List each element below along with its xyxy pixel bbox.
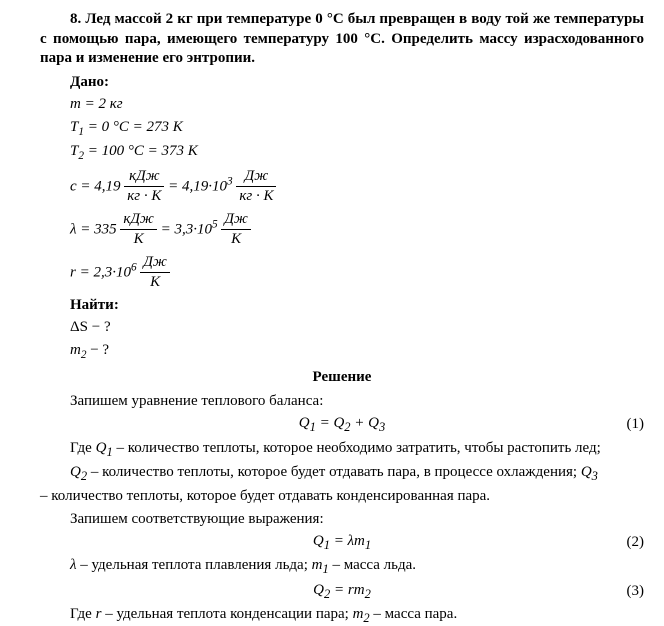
solution-p7: Где r – удельная теплота конденсации пар… — [40, 605, 644, 626]
p2-Q1: Q — [96, 440, 107, 456]
solution-p3: Q2 – количество теплоты, которое будет о… — [40, 463, 644, 484]
equation-1: Q1 = Q2 + Q3 — [299, 414, 386, 435]
r-frac: ДжК — [140, 253, 170, 293]
lambda-exp: 5 — [212, 218, 218, 230]
p6b: – удельная теплота плавления льда; — [77, 557, 312, 573]
lambda-frac2: ДжК — [221, 210, 251, 250]
eq2-Q1: Q — [313, 533, 324, 549]
lambda-frac1-num: кДж — [120, 210, 157, 231]
p2a: Где — [70, 440, 96, 456]
find-m2: m2 − ? — [70, 341, 644, 363]
p2b: – количество теплоты, которое необходимо… — [113, 440, 601, 456]
c-frac1-num: кДж — [124, 167, 164, 188]
given-mass: m = 2 кг — [70, 95, 644, 115]
p6c: – масса льда. — [329, 557, 416, 573]
p3-Q3sub: 3 — [592, 469, 598, 483]
solution-p4: – количество теплоты, которое будет отда… — [40, 487, 644, 507]
c-frac2-den: кг · К — [236, 187, 276, 207]
find-dS: ΔS − ? — [70, 318, 644, 338]
eq1-Q1: Q — [299, 415, 310, 431]
p7a: Где — [70, 606, 96, 622]
solution-heading: Решение — [40, 368, 644, 388]
c-lhs: c = 4,19 — [70, 178, 124, 194]
eq2-mid: = λm — [330, 533, 365, 549]
given-label: Дано: — [40, 73, 644, 93]
p7b: – удельная теплота конденсации пара; — [101, 606, 352, 622]
r-frac-den: К — [140, 273, 170, 293]
lambda-frac1-den: К — [120, 230, 157, 250]
p3-Q2: Q — [70, 464, 81, 480]
T2-rhs: = 100 °C = 373 К — [84, 143, 198, 159]
equation-2: Q1 = λm1 — [313, 532, 371, 553]
given-lambda: λ = 335 кДжК = 3,3·105 ДжК — [70, 210, 644, 250]
equation-1-number: (1) — [627, 415, 645, 435]
p6-m1: m — [312, 557, 323, 573]
given-c: c = 4,19 кДжкг · К = 4,19·103 Джкг · К — [70, 167, 644, 207]
equation-2-row: Q1 = λm1 (2) — [40, 532, 644, 553]
eq1-mid2: + Q — [351, 415, 379, 431]
c-frac1: кДжкг · К — [124, 167, 164, 207]
equation-3-number: (3) — [627, 582, 645, 602]
lambda-frac2-den: К — [221, 230, 251, 250]
r-lhs: r = 2,3·10 — [70, 264, 131, 280]
solution-p1: Запишем уравнение теплового баланса: — [40, 392, 644, 412]
p7-m2: m — [353, 606, 364, 622]
eq3-sub2: 2 — [365, 587, 371, 601]
eq1-sub3: 3 — [379, 420, 385, 434]
find-label: Найти: — [40, 296, 644, 316]
equation-2-number: (2) — [627, 533, 645, 553]
equation-3-row: Q2 = rm2 (3) — [40, 581, 644, 602]
equation-3: Q2 = rm2 — [313, 581, 371, 602]
r-exp: 6 — [131, 261, 137, 273]
equation-1-row: Q1 = Q2 + Q3 (1) — [40, 414, 644, 435]
eq3-mid: = rm — [330, 582, 364, 598]
c-mid: = 4,19·10 — [164, 178, 227, 194]
c-frac2: Джкг · К — [236, 167, 276, 207]
given-T1: T1 = 0 °C = 273 К — [70, 118, 644, 140]
c-exp: 3 — [227, 175, 233, 187]
problem-statement: 8. Лед массой 2 кг при температуре 0 °С … — [40, 10, 644, 69]
lambda-frac1: кДжК — [120, 210, 157, 250]
m2-sym: m — [70, 342, 81, 358]
p7c: – масса пара. — [370, 606, 458, 622]
T1-rhs: = 0 °C = 273 К — [84, 119, 183, 135]
problem-number: 8. — [70, 11, 81, 27]
lambda-lhs: λ = 335 — [70, 221, 120, 237]
eq2-sub2: 1 — [365, 538, 371, 552]
lambda-frac2-num: Дж — [221, 210, 251, 231]
problem-text: Лед массой 2 кг при температуре 0 °С был… — [40, 11, 644, 66]
p3-Q3: Q — [581, 464, 592, 480]
given-T2: T2 = 100 °C = 373 К — [70, 142, 644, 164]
solution-p2: Где Q1 – количество теплоты, которое нео… — [40, 439, 644, 460]
solution-p6: λ – удельная теплота плавления льда; m1 … — [40, 556, 644, 577]
m2-rest: − ? — [86, 342, 109, 358]
c-frac2-num: Дж — [236, 167, 276, 188]
lambda-mid: = 3,3·10 — [157, 221, 212, 237]
eq1-mid: = Q — [316, 415, 344, 431]
p3a: – количество теплоты, которое будет отда… — [87, 464, 581, 480]
r-frac-num: Дж — [140, 253, 170, 274]
given-r: r = 2,3·106 ДжК — [70, 253, 644, 293]
eq3-Q2: Q — [313, 582, 324, 598]
c-frac1-den: кг · К — [124, 187, 164, 207]
solution-p5: Запишем соответствующие выражения: — [40, 510, 644, 530]
